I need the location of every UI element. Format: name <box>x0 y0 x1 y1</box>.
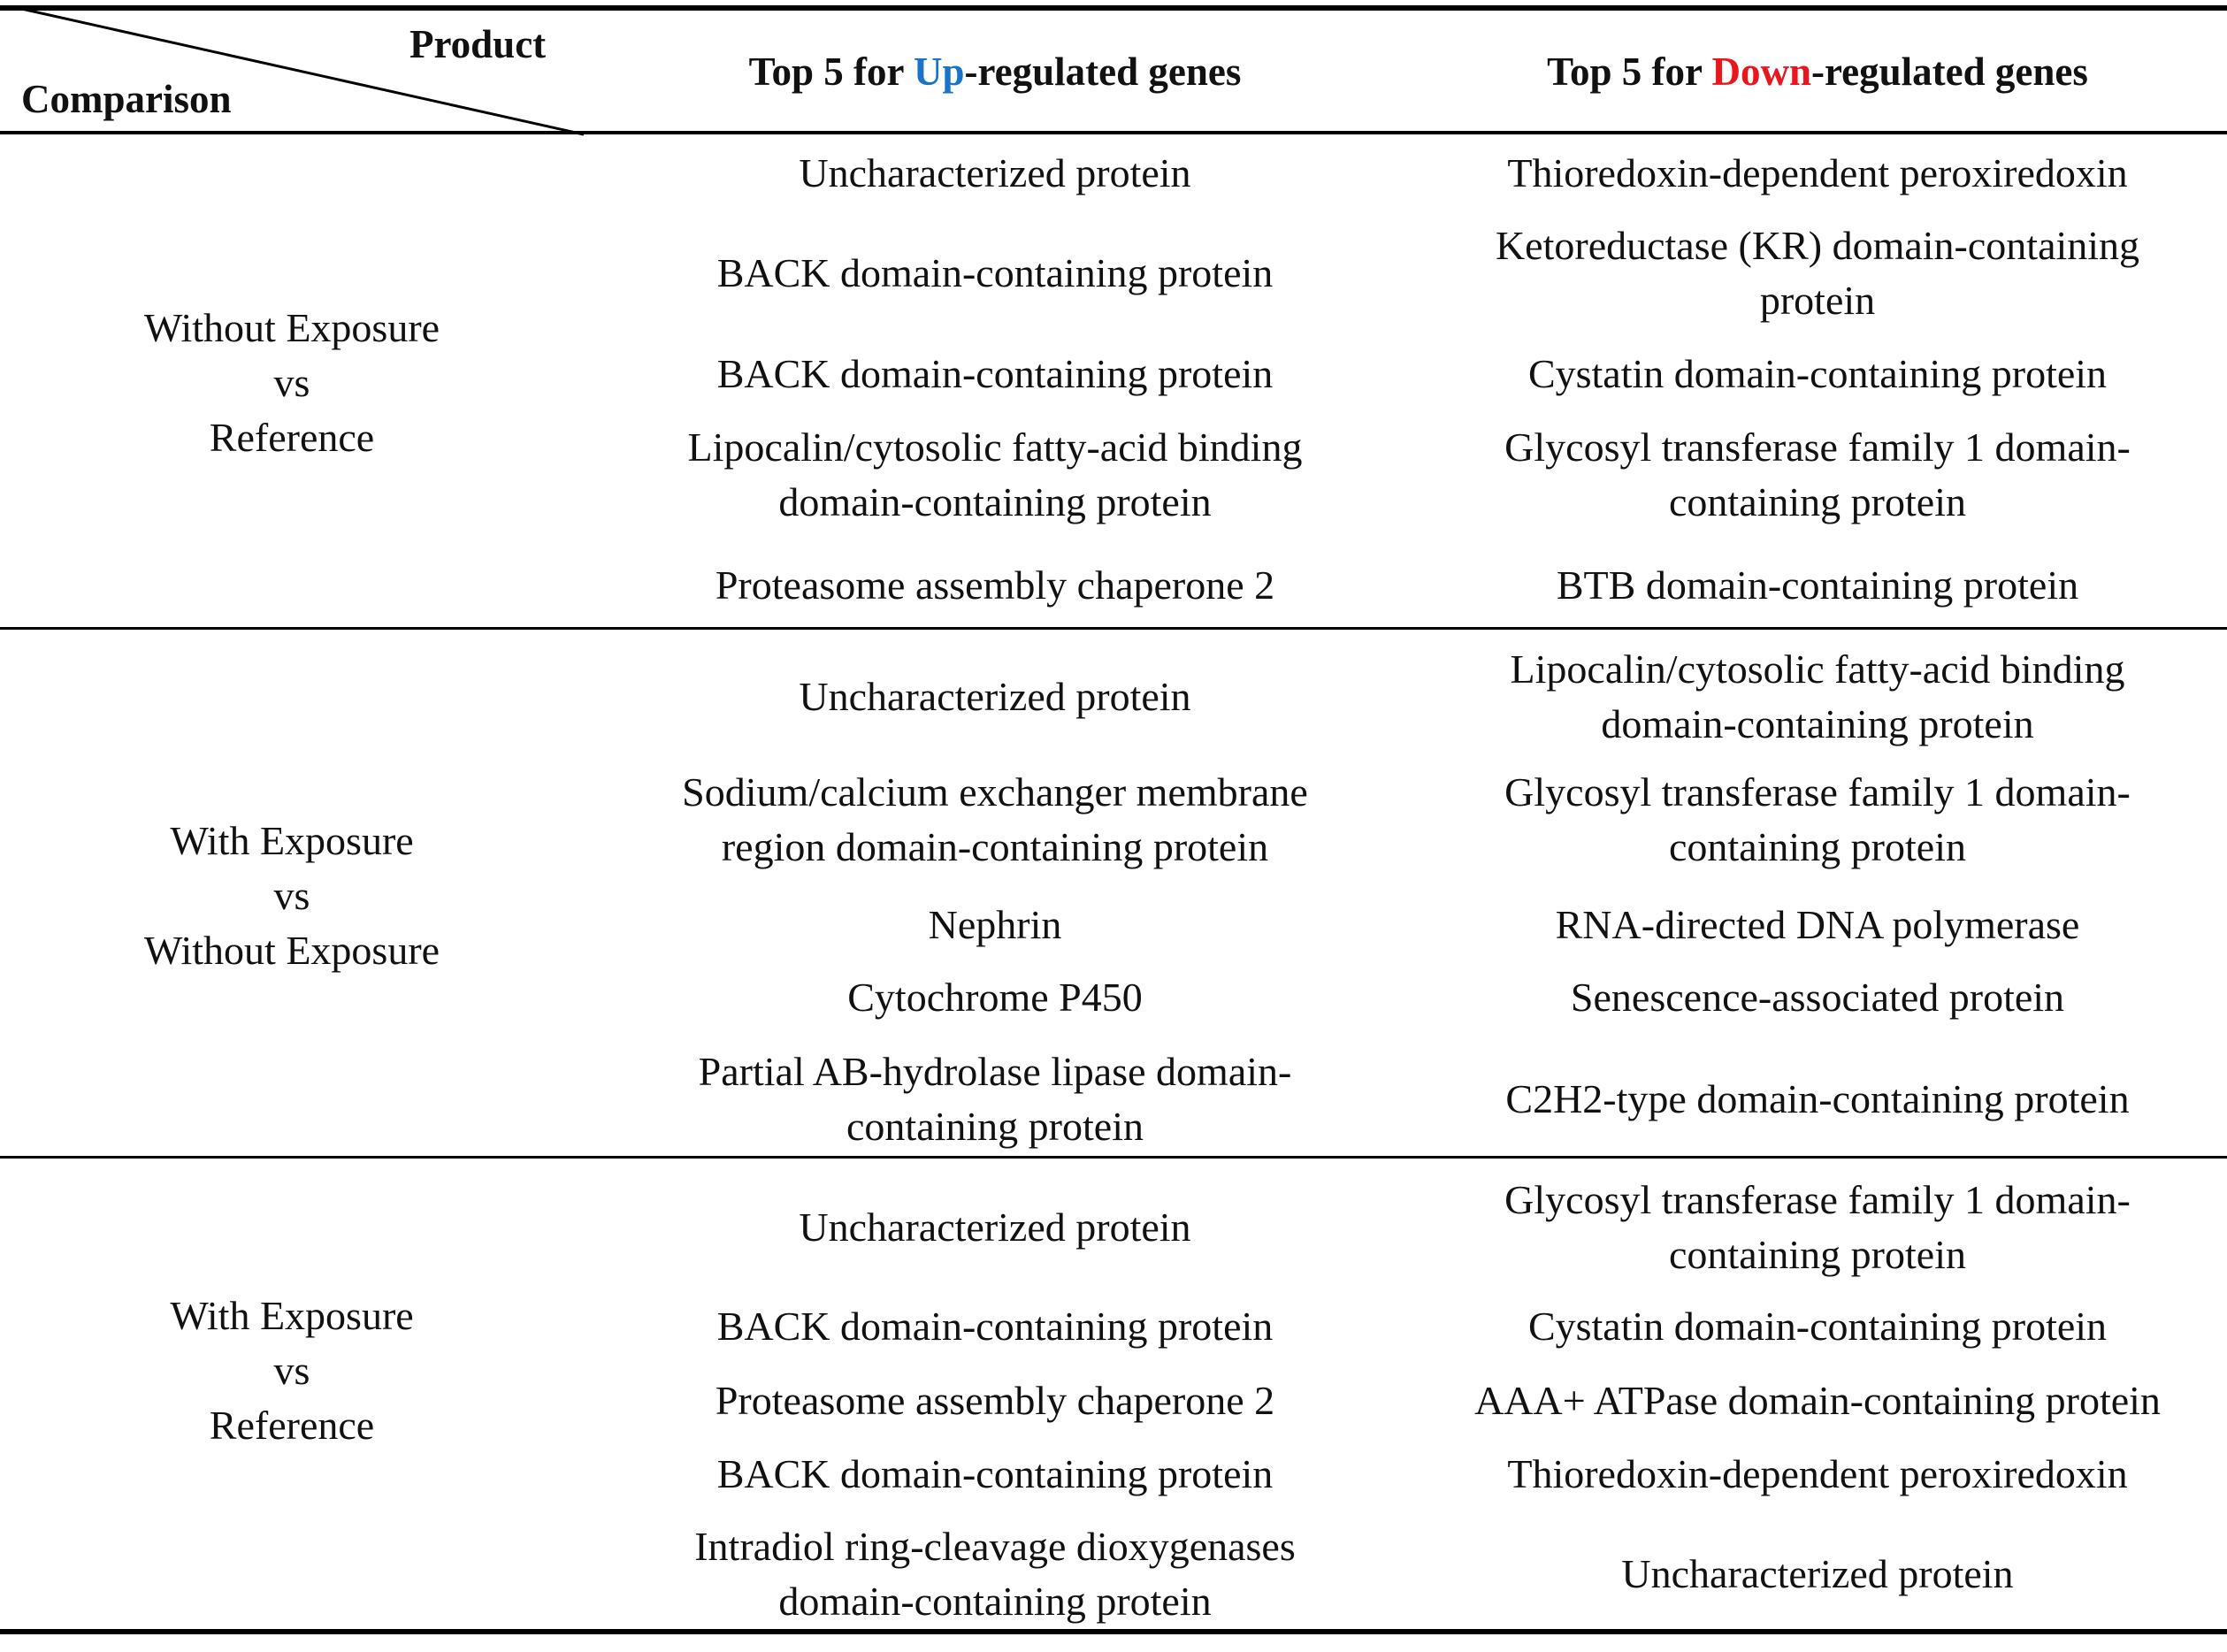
up-regulated-gene-line: Intradiol ring-cleavage dioxygenases <box>694 1524 1296 1569</box>
down-regulated-gene: Glycosyl transferase family 1 domain-con… <box>1406 1173 2227 1282</box>
comparison-label-line: Without Exposure <box>143 305 440 350</box>
header-up-highlight: Up <box>913 50 965 94</box>
comparison-label-line: With Exposure <box>170 1293 414 1338</box>
down-regulated-gene-line: RNA-directed DNA polymerase <box>1555 902 2080 947</box>
down-regulated-gene-line: Lipocalin/cytosolic fatty-acid binding <box>1510 646 2125 692</box>
down-regulated-gene-line: domain-containing protein <box>1601 701 2034 746</box>
down-regulated-gene-line: Ketoreductase (KR) domain-containing <box>1495 223 2140 268</box>
down-regulated-gene-line: protein <box>1759 278 1876 323</box>
up-regulated-gene: Uncharacterized protein <box>584 1200 1406 1255</box>
comparison-label: Without Exposure vs Reference <box>0 301 584 465</box>
up-regulated-gene-line: Cytochrome P450 <box>847 975 1143 1020</box>
up-regulated-gene-line: BACK domain-containing protein <box>716 1451 1274 1496</box>
up-regulated-gene: BACK domain-containing protein <box>584 1447 1406 1502</box>
comparison-label-line: Reference <box>209 415 375 460</box>
comparison-label: With Exposure vs Without Exposure <box>0 814 584 978</box>
down-regulated-gene-line: Senescence-associated protein <box>1570 975 2065 1020</box>
down-regulated-gene-line: Cystatin domain-containing protein <box>1527 351 2108 396</box>
comparison-label-line: vs <box>273 360 310 405</box>
down-regulated-gene-line: AAA+ ATPase domain-containing protein <box>1474 1378 2161 1423</box>
up-regulated-gene: BACK domain-containing protein <box>584 347 1406 402</box>
down-regulated-gene: Cystatin domain-containing protein <box>1406 347 2227 402</box>
up-regulated-gene-line: BACK domain-containing protein <box>716 250 1274 295</box>
table-bottom-rule <box>0 1629 2227 1634</box>
down-regulated-gene-line: Cystatin domain-containing protein <box>1527 1304 2108 1349</box>
down-regulated-gene: Cystatin domain-containing protein <box>1406 1299 2227 1354</box>
down-regulated-gene: Thioredoxin-dependent peroxiredoxin <box>1406 1447 2227 1502</box>
header-product: Product <box>409 22 547 66</box>
down-regulated-gene: Uncharacterized protein <box>1406 1547 2227 1602</box>
up-regulated-gene-line: Proteasome assembly chaperone 2 <box>715 562 1275 608</box>
up-regulated-gene-line: Lipocalin/cytosolic fatty-acid binding <box>687 424 1303 470</box>
up-regulated-gene-line: Uncharacterized protein <box>799 674 1191 719</box>
down-regulated-gene: RNA-directed DNA polymerase <box>1406 898 2227 952</box>
up-regulated-gene: Sodium/calcium exchanger membrane region … <box>584 765 1406 875</box>
header-down-regulated: Top 5 for Down-regulated genes <box>1547 50 2088 94</box>
down-regulated-gene: Thioredoxin-dependent peroxiredoxin <box>1406 146 2227 201</box>
up-regulated-gene-line: Proteasome assembly chaperone 2 <box>715 1378 1275 1423</box>
down-regulated-gene-line: containing protein <box>1669 1232 1966 1277</box>
down-regulated-gene-line: C2H2-type domain-containing protein <box>1505 1076 2130 1121</box>
up-regulated-gene-line: domain-containing protein <box>778 479 1212 524</box>
down-regulated-gene-line: Glycosyl transferase family 1 domain- <box>1504 424 2131 470</box>
header-rule <box>0 131 2227 134</box>
down-regulated-gene: Ketoreductase (KR) domain-containing prot… <box>1406 218 2227 328</box>
up-regulated-gene-line: Uncharacterized protein <box>799 1205 1191 1250</box>
up-regulated-gene: Intradiol ring-cleavage dioxygenases doma… <box>584 1519 1406 1629</box>
down-regulated-gene: C2H2-type domain-containing protein <box>1406 1072 2227 1127</box>
header-up-regulated: Top 5 for Up-regulated genes <box>748 50 1242 94</box>
header-down-highlight: Down <box>1711 50 1811 94</box>
down-regulated-gene-line: Glycosyl transferase family 1 domain- <box>1504 1177 2131 1222</box>
up-regulated-gene-line: region domain-containing protein <box>721 824 1269 869</box>
comparison-label-line: Reference <box>209 1403 375 1448</box>
comparison-label-line: Without Exposure <box>143 928 440 973</box>
down-regulated-gene-line: Thioredoxin-dependent peroxiredoxin <box>1507 1451 2128 1496</box>
up-regulated-gene-line: Partial AB-hydrolase lipase domain- <box>698 1049 1292 1094</box>
comparison-label-line: vs <box>273 1348 310 1393</box>
header-comparison: Comparison <box>21 77 232 121</box>
down-regulated-gene: BTB domain-containing protein <box>1406 558 2227 613</box>
down-regulated-gene: Lipocalin/cytosolic fatty-acid binding do… <box>1406 642 2227 752</box>
down-regulated-gene: Senescence-associated protein <box>1406 970 2227 1025</box>
up-regulated-gene: Proteasome assembly chaperone 2 <box>584 558 1406 613</box>
comparison-label: With Exposure vs Reference <box>0 1289 584 1453</box>
down-regulated-gene: Glycosyl transferase family 1 domain-con… <box>1406 420 2227 530</box>
down-regulated-gene-line: BTB domain-containing protein <box>1556 562 2079 608</box>
group-divider-1 <box>0 627 2227 630</box>
group-divider-2 <box>0 1156 2227 1159</box>
up-regulated-gene: Uncharacterized protein <box>584 146 1406 201</box>
up-regulated-gene: Uncharacterized protein <box>584 669 1406 724</box>
up-regulated-gene: Nephrin <box>584 898 1406 952</box>
up-regulated-gene-line: BACK domain-containing protein <box>716 351 1274 396</box>
up-regulated-gene-line: Sodium/calcium exchanger membrane <box>682 769 1308 815</box>
down-regulated-gene-line: Thioredoxin-dependent peroxiredoxin <box>1507 150 2128 195</box>
up-regulated-gene-line: domain-containing protein <box>778 1579 1212 1624</box>
table-top-rule <box>0 5 2227 11</box>
up-regulated-gene-line: Uncharacterized protein <box>799 150 1191 195</box>
down-regulated-gene: AAA+ ATPase domain-containing protein <box>1406 1373 2227 1428</box>
up-regulated-gene: Cytochrome P450 <box>584 970 1406 1025</box>
up-regulated-gene: BACK domain-containing protein <box>584 246 1406 301</box>
comparison-label-line: vs <box>273 873 310 918</box>
up-regulated-gene-line: Nephrin <box>928 902 1062 947</box>
down-regulated-gene: Glycosyl transferase family 1 domain-con… <box>1406 765 2227 875</box>
down-regulated-gene-line: Uncharacterized protein <box>1621 1551 2014 1596</box>
down-regulated-gene-line: containing protein <box>1669 824 1966 869</box>
up-regulated-gene-line: BACK domain-containing protein <box>716 1304 1274 1349</box>
comparison-label-line: With Exposure <box>170 818 414 863</box>
up-regulated-gene: Proteasome assembly chaperone 2 <box>584 1373 1406 1428</box>
up-regulated-gene: BACK domain-containing protein <box>584 1299 1406 1354</box>
up-regulated-gene-line: containing protein <box>846 1104 1144 1149</box>
up-regulated-gene: Lipocalin/cytosolic fatty-acid binding do… <box>584 420 1406 530</box>
down-regulated-gene-line: containing protein <box>1669 479 1966 524</box>
up-regulated-gene: Partial AB-hydrolase lipase domain-conta… <box>584 1044 1406 1154</box>
down-regulated-gene-line: Glycosyl transferase family 1 domain- <box>1504 769 2131 815</box>
